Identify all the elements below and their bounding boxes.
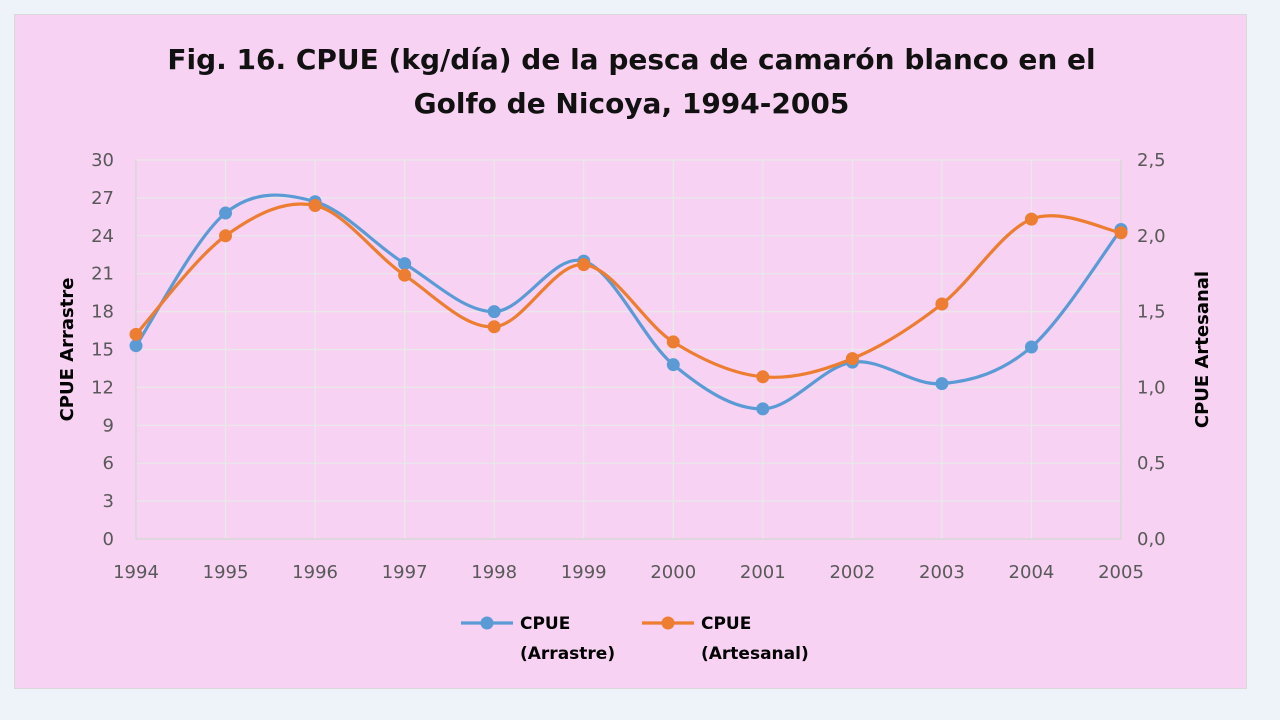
- chart-title-line-2: Golfo de Nicoya, 1994-2005: [413, 87, 850, 120]
- series-line-1: [134, 193, 1123, 411]
- x-tick-label: 2001: [740, 562, 786, 583]
- x-tick-label: 1996: [292, 562, 338, 583]
- series-2-point: [577, 258, 591, 272]
- y2-tick-label: 0,5: [1137, 453, 1166, 474]
- x-tick-label: 1995: [203, 562, 249, 583]
- y-axis-title: CPUE Arrastre: [57, 278, 78, 422]
- y2-tick-label: 2,5: [1137, 150, 1166, 171]
- y-tick-label: 15: [91, 340, 114, 361]
- x-tick-label: 2005: [1098, 562, 1144, 583]
- series-2-point: [129, 327, 143, 341]
- series-1-point: [219, 206, 233, 220]
- series-line-2: [134, 202, 1123, 379]
- x-tick-label: 2004: [1009, 562, 1055, 583]
- y2-tick-label: 1,5: [1137, 302, 1166, 323]
- y-tick-label: 27: [91, 188, 114, 209]
- legend-marker-2: [661, 616, 675, 630]
- series-2-point: [666, 335, 680, 349]
- chart-area: Fig. 16. CPUE (kg/día) de la pesca de ca…: [14, 14, 1247, 689]
- y-tick-label: 30: [91, 150, 114, 171]
- series-2-point: [487, 320, 501, 334]
- y-tick-label: 3: [103, 491, 114, 512]
- x-tick-label: 1994: [113, 562, 159, 583]
- x-tick-label: 1999: [561, 562, 607, 583]
- series-2-point: [219, 229, 233, 243]
- y-tick-label: 6: [103, 453, 114, 474]
- y-tick-label: 0: [103, 529, 114, 550]
- chart-title-line-1: Fig. 16. CPUE (kg/día) de la pesca de ca…: [167, 43, 1096, 76]
- y2-tick-label: 1,0: [1137, 377, 1166, 398]
- y-tick-label: 12: [91, 377, 114, 398]
- x-tick-label: 1998: [471, 562, 517, 583]
- y-tick-label: 21: [91, 264, 114, 285]
- legend-label-2: CPUE: [701, 614, 751, 634]
- y2-tick-label: 0,0: [1137, 529, 1166, 550]
- y-tick-label: 18: [91, 302, 114, 323]
- legend-marker-1: [480, 616, 494, 630]
- series-2-point: [756, 370, 770, 384]
- series-1-point: [756, 402, 770, 416]
- legend-label-1: CPUE: [520, 614, 570, 634]
- legend-label-1-line2: (Arrastre): [520, 644, 615, 664]
- y-tick-label: 24: [91, 226, 114, 247]
- series-1-point: [935, 377, 949, 391]
- x-tick-label: 2002: [829, 562, 875, 583]
- x-tick-label: 2003: [919, 562, 965, 583]
- x-tick-label: 1997: [382, 562, 428, 583]
- y2-tick-label: 2,0: [1137, 226, 1166, 247]
- x-tick-label: 2000: [650, 562, 696, 583]
- series-2-point: [1024, 212, 1038, 226]
- series-1-point: [487, 305, 501, 319]
- y2-axis-title: CPUE Artesanal: [1192, 271, 1213, 428]
- series-2-point: [1114, 226, 1128, 240]
- series-2-point: [308, 198, 322, 212]
- series-1-point: [398, 257, 412, 271]
- series-1-point: [1024, 340, 1038, 354]
- series-2-point: [845, 352, 859, 366]
- plot-svg: 0 3 6 9 12 15 18 21 24 27 30 1994 1995 1996 1997 1998 19…: [57, 150, 1213, 664]
- series-1-point: [129, 339, 143, 353]
- series-1-point: [666, 358, 680, 372]
- series-2-point: [935, 297, 949, 311]
- y-tick-label: 9: [103, 415, 114, 436]
- legend-label-2-line2: (Artesanal): [701, 644, 809, 664]
- series-2-point: [398, 268, 412, 282]
